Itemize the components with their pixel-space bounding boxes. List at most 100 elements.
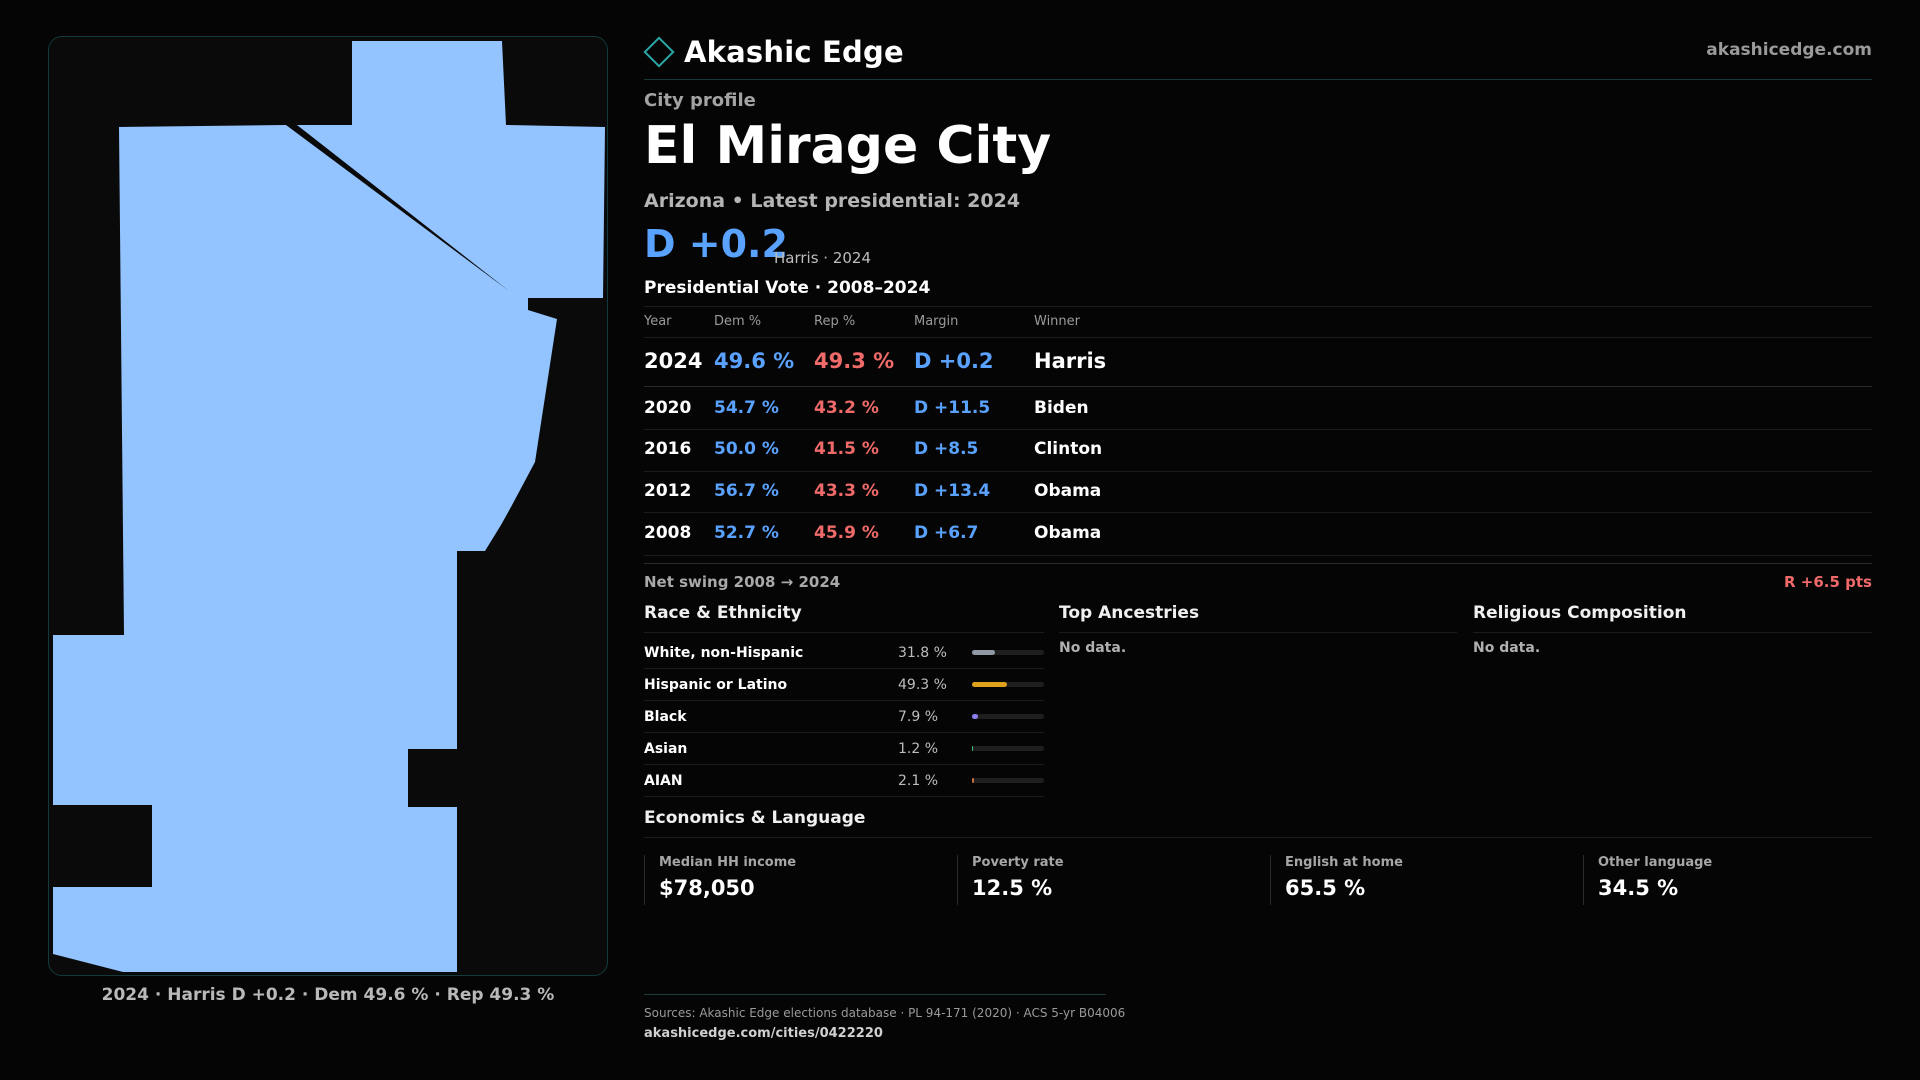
race-bar-track bbox=[972, 682, 1044, 687]
section-divider bbox=[644, 632, 1044, 633]
race-value: 7.9 % bbox=[898, 709, 939, 725]
page-eyebrow: City profile bbox=[644, 90, 756, 111]
stat-english-at-home: English at home 65.5 % bbox=[1270, 855, 1403, 905]
race-row: Black 7.9 % bbox=[644, 701, 1044, 733]
stat-label: Poverty rate bbox=[972, 855, 1064, 870]
row-winner: Biden bbox=[1034, 398, 1089, 418]
row-rep: 43.3 % bbox=[814, 481, 879, 501]
stat-label: English at home bbox=[1285, 855, 1403, 870]
row-winner: Obama bbox=[1034, 523, 1102, 543]
row-rep: 45.9 % bbox=[814, 523, 879, 543]
latest-margin: D +0.2 bbox=[644, 222, 788, 266]
race-title: Race & Ethnicity bbox=[644, 603, 802, 623]
race-bar-track bbox=[972, 746, 1044, 751]
table-divider bbox=[644, 429, 1872, 430]
footer-divider bbox=[644, 994, 1106, 995]
race-bar-track bbox=[972, 650, 1044, 655]
ancestries-title: Top Ancestries bbox=[1059, 603, 1200, 623]
table-divider bbox=[644, 555, 1872, 556]
table-divider bbox=[644, 563, 1872, 564]
economics-title: Economics & Language bbox=[644, 808, 866, 828]
latest-margin-note: Harris · 2024 bbox=[774, 249, 872, 267]
section-divider bbox=[1059, 632, 1457, 633]
row-year: 2012 bbox=[644, 481, 692, 501]
page-url-link[interactable]: akashicedge.com/cities/0422220 bbox=[644, 1026, 883, 1041]
stat-other-language: Other language 34.5 % bbox=[1583, 855, 1712, 905]
table-divider bbox=[644, 306, 1872, 307]
col-header-winner: Winner bbox=[1034, 314, 1081, 329]
race-label: Asian bbox=[644, 741, 688, 757]
table-divider bbox=[644, 512, 1872, 513]
net-swing-label: Net swing 2008 → 2024 bbox=[644, 573, 841, 591]
race-row: AIAN 2.1 % bbox=[644, 765, 1044, 797]
race-value: 2.1 % bbox=[898, 773, 939, 789]
race-bar-fill bbox=[972, 778, 974, 783]
table-divider bbox=[644, 337, 1872, 338]
brand[interactable]: Akashic Edge bbox=[643, 32, 904, 72]
row-rep: 41.5 % bbox=[814, 439, 879, 459]
race-bar-track bbox=[972, 778, 1044, 783]
row-winner: Obama bbox=[1034, 481, 1102, 501]
net-swing-value: R +6.5 pts bbox=[1784, 573, 1872, 591]
race-value: 49.3 % bbox=[898, 677, 947, 693]
presidential-title: Presidential Vote · 2008–2024 bbox=[644, 278, 931, 298]
table-divider bbox=[644, 386, 1872, 387]
race-row: White, non-Hispanic 31.8 % bbox=[644, 637, 1044, 669]
race-label: AIAN bbox=[644, 773, 683, 789]
row-margin: D +6.7 bbox=[914, 523, 979, 543]
race-value: 31.8 % bbox=[898, 645, 947, 661]
race-bar-fill bbox=[972, 714, 978, 719]
row-margin: D +11.5 bbox=[914, 398, 991, 418]
map-caption: 2024 · Harris D +0.2 · Dem 49.6 % · Rep … bbox=[101, 985, 555, 1005]
col-header-margin: Margin bbox=[914, 314, 959, 329]
religion-title: Religious Composition bbox=[1473, 603, 1687, 623]
row-dem: 56.7 % bbox=[714, 481, 779, 501]
race-label: White, non-Hispanic bbox=[644, 645, 804, 661]
section-divider bbox=[644, 837, 1872, 838]
diamond-icon bbox=[643, 36, 675, 68]
row-dem: 50.0 % bbox=[714, 439, 779, 459]
city-map[interactable] bbox=[48, 36, 608, 976]
profile-panel: Akashic Edge akashicedge.com City profil… bbox=[643, 0, 1872, 1080]
stat-value: 12.5 % bbox=[972, 876, 1053, 900]
row-rep: 43.2 % bbox=[814, 398, 879, 418]
race-bar-fill bbox=[972, 650, 995, 655]
row-rep: 49.3 % bbox=[814, 349, 895, 373]
stat-label: Median HH income bbox=[659, 855, 797, 870]
ancestries-empty: No data. bbox=[1059, 640, 1127, 656]
race-bar-fill bbox=[972, 746, 973, 751]
race-label: Hispanic or Latino bbox=[644, 677, 788, 693]
sources-text: Sources: Akashic Edge elections database… bbox=[644, 1006, 1126, 1020]
stat-label: Other language bbox=[1598, 855, 1713, 870]
row-winner: Clinton bbox=[1034, 439, 1103, 459]
stat-poverty-rate: Poverty rate 12.5 % bbox=[957, 855, 1064, 905]
row-margin: D +13.4 bbox=[914, 481, 991, 501]
city-boundary-map bbox=[53, 41, 605, 972]
row-margin: D +0.2 bbox=[914, 349, 994, 373]
city-boundary-shape bbox=[53, 41, 605, 972]
col-header-dem: Dem % bbox=[714, 314, 762, 329]
row-dem: 52.7 % bbox=[714, 523, 779, 543]
stat-median-income: Median HH income $78,050 bbox=[644, 855, 796, 905]
stat-value: 65.5 % bbox=[1285, 876, 1366, 900]
brand-url[interactable]: akashicedge.com bbox=[1706, 40, 1872, 60]
row-year: 2024 bbox=[644, 349, 703, 373]
row-year: 2008 bbox=[644, 523, 692, 543]
col-header-year: Year bbox=[644, 314, 672, 329]
race-bar-fill bbox=[972, 682, 1008, 687]
row-dem: 49.6 % bbox=[714, 349, 795, 373]
row-margin: D +8.5 bbox=[914, 439, 979, 459]
page-subtitle: Arizona • Latest presidential: 2024 bbox=[644, 190, 1021, 212]
page-title: El Mirage City bbox=[644, 116, 1052, 176]
brand-name: Akashic Edge bbox=[684, 35, 904, 69]
race-label: Black bbox=[644, 709, 687, 725]
row-year: 2016 bbox=[644, 439, 692, 459]
stat-value: $78,050 bbox=[659, 876, 755, 900]
race-row: Hispanic or Latino 49.3 % bbox=[644, 669, 1044, 701]
stat-value: 34.5 % bbox=[1598, 876, 1679, 900]
city-boundary-gap bbox=[286, 125, 509, 291]
row-winner: Harris bbox=[1034, 349, 1107, 373]
table-divider bbox=[644, 471, 1872, 472]
row-dem: 54.7 % bbox=[714, 398, 779, 418]
header-divider bbox=[644, 79, 1872, 80]
